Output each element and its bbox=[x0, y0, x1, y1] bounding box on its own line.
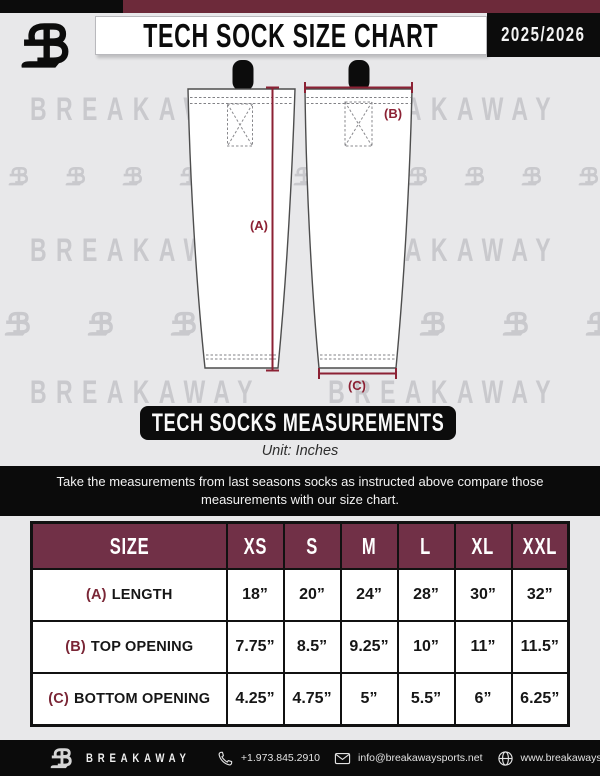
right-sock-velcro-patch bbox=[344, 101, 373, 147]
size-table: SIZE XS S M L XL XXL (A) LENGTH 18” 20” 2… bbox=[30, 521, 570, 727]
footer-website-url: www.breakawaysports.net bbox=[520, 752, 600, 764]
footer-email-link[interactable]: info@breakawaysports.net bbox=[334, 750, 483, 767]
cell-value: 11” bbox=[453, 620, 513, 674]
cell-value: 8.5” bbox=[282, 620, 342, 674]
instruction-bar: Take the measurements from last seasons … bbox=[0, 466, 600, 516]
season-label: 2025/2026 bbox=[501, 23, 586, 46]
cell-value: 5.5” bbox=[396, 672, 456, 727]
table-row-top-opening: (B) TOP OPENING 7.75” 8.5” 9.25” 10” 11” … bbox=[30, 620, 570, 674]
cell-value: 4.25” bbox=[225, 672, 285, 727]
col-header-xxl: XXL bbox=[510, 521, 570, 570]
footer-phone-number: +1.973.845.2910 bbox=[240, 752, 321, 764]
right-sock-hanger-tab bbox=[348, 60, 370, 91]
row-label: LENGTH bbox=[111, 587, 173, 603]
measure-line-a bbox=[266, 86, 279, 372]
unit-note: Unit: Inches bbox=[261, 443, 339, 459]
col-header-xs: XS bbox=[225, 521, 285, 570]
measure-line-c bbox=[318, 368, 397, 379]
cell-value: 30” bbox=[453, 568, 513, 622]
row-key: (C) bbox=[48, 691, 69, 707]
watermark-text-row: BREAKAWAY BREAKAWAY bbox=[30, 374, 561, 410]
measure-line-b bbox=[304, 82, 413, 93]
cell-value: 6.25” bbox=[510, 672, 570, 727]
cell-value: 32” bbox=[510, 568, 570, 622]
cell-value: 24” bbox=[339, 568, 399, 622]
sock-diagram-graphic: (A) (B) (C) bbox=[187, 60, 413, 393]
footer-brand-name: BREAKAWAY bbox=[86, 751, 191, 765]
globe-icon bbox=[497, 750, 513, 766]
measure-label-a: (A) bbox=[250, 218, 268, 233]
row-key: (A) bbox=[85, 587, 107, 603]
col-header-s: S bbox=[282, 521, 342, 570]
season-badge: 2025/2026 bbox=[487, 13, 600, 57]
col-header-l: L bbox=[396, 521, 456, 570]
cell-value: 20” bbox=[282, 568, 342, 622]
right-sock-outline bbox=[304, 88, 413, 369]
left-sock-velcro-patch bbox=[227, 103, 253, 147]
col-header-m: M bbox=[339, 521, 399, 570]
measure-label-c: (C) bbox=[348, 378, 366, 393]
cell-value: 10” bbox=[396, 620, 456, 674]
table-row-bottom-opening: (C) BOTTOM OPENING 4.25” 4.75” 5” 5.5” 6”… bbox=[30, 672, 570, 727]
cell-value: 4.75” bbox=[282, 672, 342, 727]
left-sock-hanger-tab bbox=[232, 60, 254, 91]
measurements-badge: TECH SOCKS MEASUREMENTS bbox=[140, 406, 456, 440]
cell-value: 18” bbox=[225, 568, 285, 622]
top-strip-maroon bbox=[123, 0, 600, 13]
envelope-icon bbox=[334, 752, 351, 764]
breakaway-b-monogram-icon bbox=[50, 745, 76, 771]
table-row-length: (A) LENGTH 18” 20” 24” 28” 30” 32” bbox=[30, 568, 570, 622]
title-banner: TECH SOCK SIZE CHART bbox=[95, 16, 487, 55]
cell-value: 6” bbox=[453, 672, 513, 727]
cell-value: 28” bbox=[396, 568, 456, 622]
measurements-badge-label: TECH SOCKS MEASUREMENTS bbox=[151, 408, 445, 437]
footer-website-link[interactable]: www.breakawaysports.net bbox=[497, 750, 600, 767]
row-label: BOTTOM OPENING bbox=[73, 691, 211, 707]
cell-value: 5” bbox=[339, 672, 399, 727]
col-header-size: SIZE bbox=[30, 521, 228, 570]
cell-value: 11.5” bbox=[510, 620, 570, 674]
footer-phone-link[interactable]: +1.973.845.2910 bbox=[217, 750, 320, 767]
footer-email-address: info@breakawaysports.net bbox=[358, 752, 483, 764]
footer-bar: BREAKAWAY +1.973.845.2910 info@breakaway… bbox=[0, 740, 600, 776]
phone-handset-icon bbox=[218, 751, 233, 765]
cell-value: 9.25” bbox=[339, 620, 399, 674]
measure-label-b: (B) bbox=[384, 106, 402, 121]
cell-value: 7.75” bbox=[225, 620, 285, 674]
size-table-header-row: SIZE XS S M L XL XXL bbox=[30, 521, 570, 570]
top-strip-black bbox=[0, 0, 123, 13]
left-sock-outline bbox=[187, 88, 296, 369]
row-key: (B) bbox=[65, 639, 86, 655]
page-title: TECH SOCK SIZE CHART bbox=[143, 16, 439, 54]
footer-brand: BREAKAWAY bbox=[50, 745, 217, 771]
col-header-xl: XL bbox=[453, 521, 513, 570]
row-label: TOP OPENING bbox=[90, 639, 194, 655]
sock-measurement-diagram: BREAKAWAY BREAKAWAY BREAKAWAY BREAKAWAY BR… bbox=[0, 58, 600, 410]
